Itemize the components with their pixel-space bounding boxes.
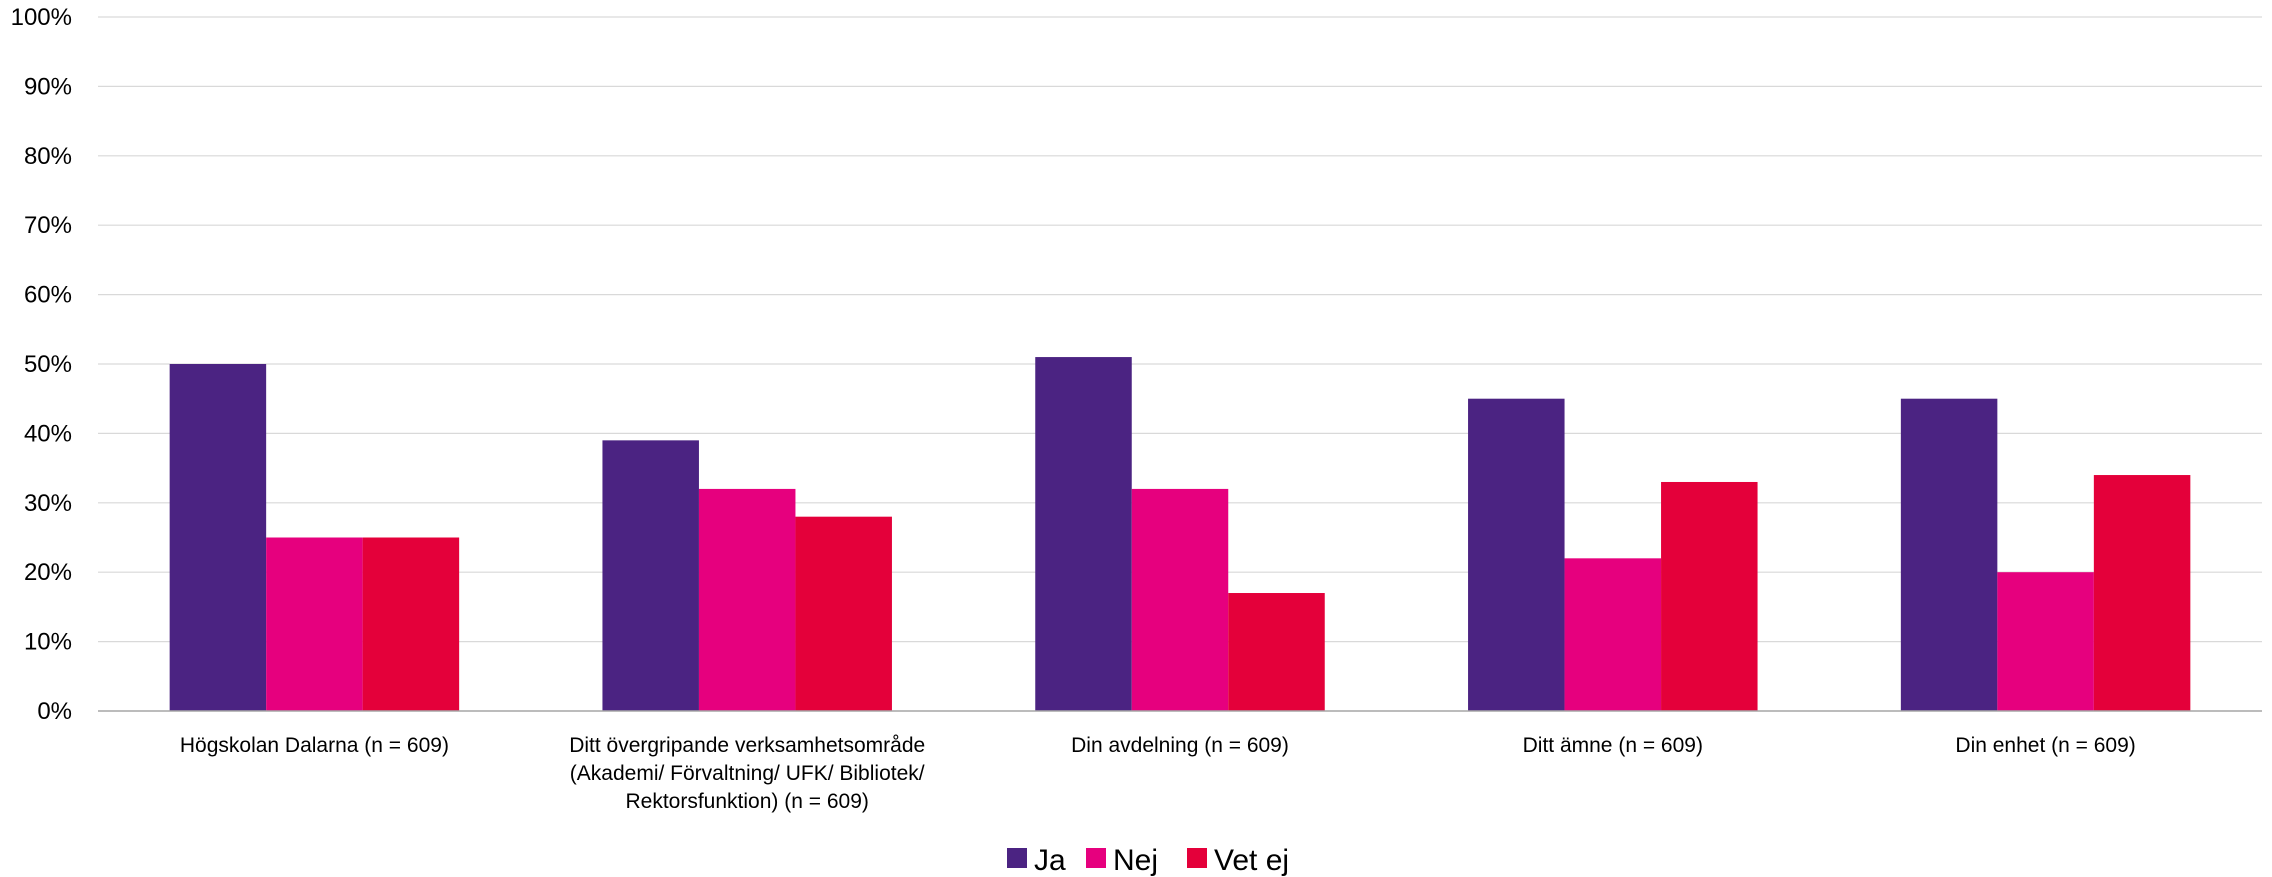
legend-label: Nej (1113, 844, 1158, 877)
bar-ja (1900, 398, 1998, 711)
bar-ja (1468, 398, 1565, 711)
bar-vet-ej (2093, 475, 2191, 711)
x-category-label: Din avdelning (n = 609) (1071, 734, 1289, 757)
y-tick-label: 20% (24, 559, 72, 586)
bar-nej (1564, 558, 1662, 711)
bar-vet-ej (795, 516, 892, 711)
bar-nej (698, 488, 796, 711)
bar-nej (1997, 572, 2094, 711)
y-tick-label: 90% (24, 73, 72, 100)
x-axis-category-labels: Högskolan Dalarna (n = 609) Ditt övergrip… (180, 734, 2136, 813)
legend-swatch (1086, 848, 1106, 868)
y-axis-tick-labels: 0% 10% 20% 30% 40% 50% 60% 70% 80% 90% 100% (11, 4, 72, 725)
y-tick-label: 50% (24, 351, 72, 378)
legend-label: Ja (1034, 844, 1066, 877)
bar-vet-ej (1661, 481, 1758, 711)
y-tick-label: 40% (24, 420, 72, 447)
y-tick-label: 70% (24, 212, 72, 239)
y-tick-label: 60% (24, 282, 72, 309)
bar-vet-ej (1228, 593, 1325, 711)
bar-nej (1131, 488, 1229, 711)
x-category-label: Ditt ämne (n = 609) (1523, 734, 1703, 757)
bar-nej (266, 537, 363, 711)
y-tick-label: 30% (24, 490, 72, 517)
x-category-label: Din enhet (n = 609) (1955, 734, 2135, 757)
legend: Ja Nej Vet ej (1007, 844, 1289, 877)
legend-swatch (1187, 848, 1207, 868)
legend-label: Vet ej (1214, 844, 1289, 877)
bar-ja (169, 364, 267, 711)
bar-vet-ej (362, 537, 460, 711)
y-tick-label: 10% (24, 629, 72, 656)
bar-ja (602, 440, 699, 711)
y-tick-label: 80% (24, 143, 72, 170)
bars (169, 357, 2191, 711)
y-tick-label: 0% (37, 698, 72, 725)
legend-swatch (1007, 848, 1027, 868)
bar-ja (1035, 357, 1132, 711)
y-tick-label: 100% (11, 4, 72, 31)
x-category-label: Ditt övergripande verksamhetsområde (Akad… (569, 734, 925, 813)
x-category-label: Högskolan Dalarna (n = 609) (180, 734, 449, 757)
